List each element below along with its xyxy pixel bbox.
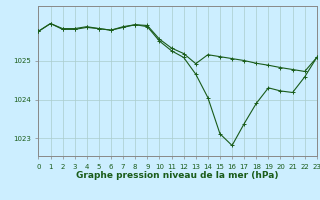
X-axis label: Graphe pression niveau de la mer (hPa): Graphe pression niveau de la mer (hPa)	[76, 171, 279, 180]
